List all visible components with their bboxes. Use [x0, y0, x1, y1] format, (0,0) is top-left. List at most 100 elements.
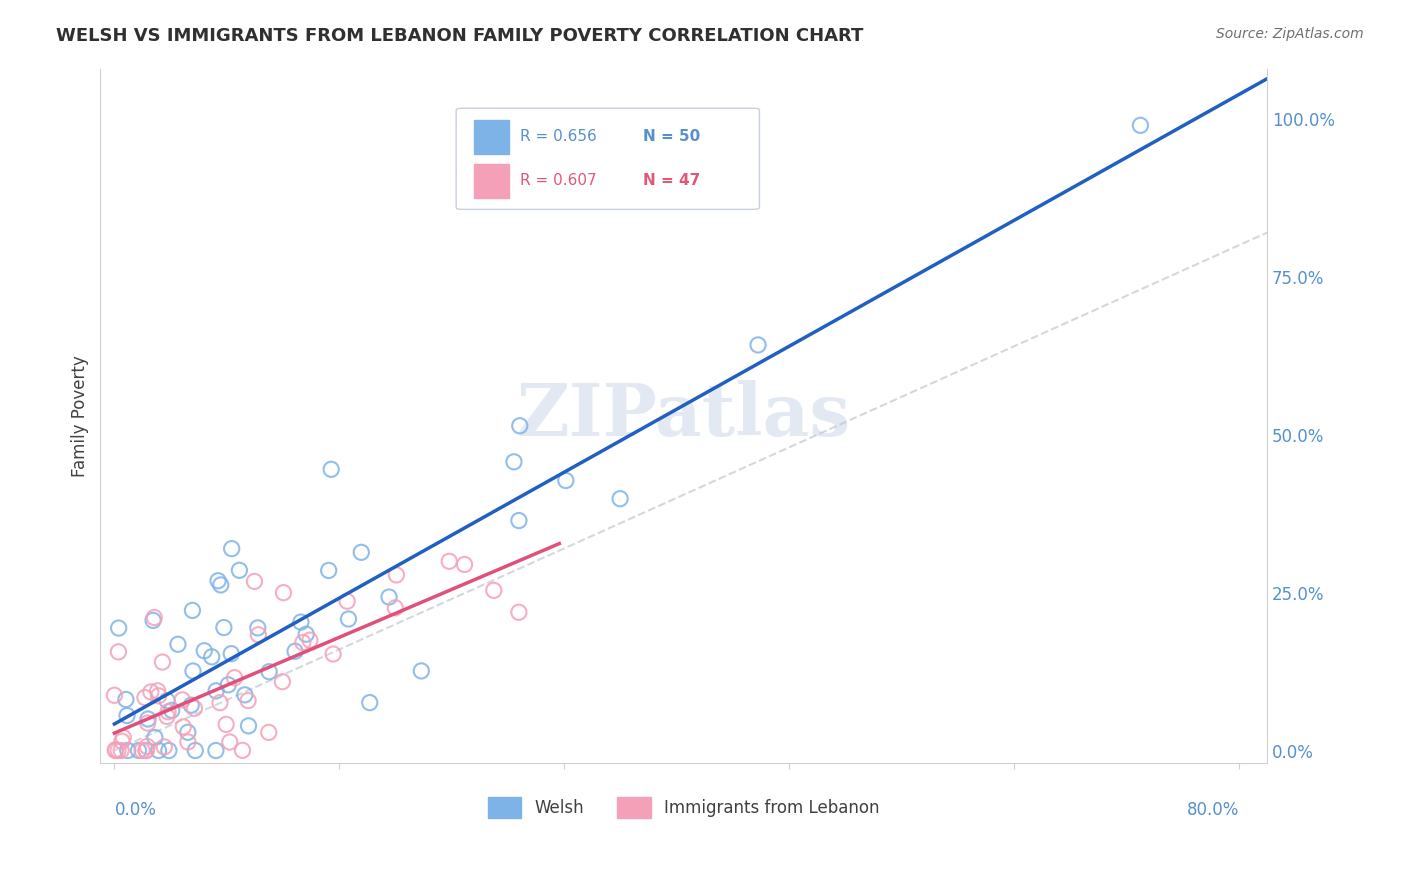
Point — [136, 716, 159, 731]
Point — [257, 725, 280, 739]
Point — [143, 610, 166, 624]
Point — [167, 637, 190, 651]
Point — [160, 703, 183, 717]
Point — [212, 621, 235, 635]
Point — [224, 671, 246, 685]
Point — [231, 743, 253, 757]
Point — [111, 734, 134, 748]
Point — [321, 462, 343, 476]
Text: WELSH VS IMMIGRANTS FROM LEBANON FAMILY POVERTY CORRELATION CHART: WELSH VS IMMIGRANTS FROM LEBANON FAMILY … — [56, 27, 863, 45]
Point — [298, 633, 321, 648]
Point — [107, 645, 129, 659]
Point — [181, 603, 204, 617]
Point — [217, 678, 239, 692]
Point — [104, 743, 127, 757]
Point — [110, 743, 132, 757]
Point — [103, 688, 125, 702]
Point — [243, 574, 266, 589]
Point — [136, 739, 159, 754]
Point — [134, 690, 156, 705]
Point — [378, 590, 401, 604]
Point — [148, 743, 170, 757]
Point — [135, 743, 157, 757]
Point — [205, 743, 228, 757]
Point — [136, 712, 159, 726]
Point — [205, 683, 228, 698]
Point — [156, 694, 179, 708]
Point — [747, 338, 769, 352]
Point — [183, 701, 205, 715]
Point — [385, 568, 408, 582]
Point — [180, 698, 202, 713]
Point — [139, 685, 162, 699]
Point — [201, 649, 224, 664]
Text: Source: ZipAtlas.com: Source: ZipAtlas.com — [1216, 27, 1364, 41]
Point — [152, 655, 174, 669]
Point — [508, 514, 530, 528]
Point — [322, 647, 344, 661]
Point — [112, 731, 135, 745]
Point — [157, 705, 180, 719]
Point — [143, 731, 166, 745]
Point — [228, 563, 250, 577]
Point — [131, 743, 153, 757]
Point — [128, 743, 150, 757]
Point — [184, 743, 207, 757]
Point — [142, 613, 165, 627]
Point — [104, 743, 127, 757]
Point — [157, 743, 180, 757]
Point — [337, 612, 360, 626]
Point — [148, 689, 170, 703]
Point — [193, 644, 215, 658]
Point — [236, 693, 259, 707]
Text: 0.0%: 0.0% — [114, 801, 156, 820]
Point — [153, 739, 176, 754]
Point — [350, 545, 373, 559]
Point — [508, 605, 530, 619]
Point — [246, 621, 269, 635]
Point — [172, 720, 194, 734]
Point — [172, 693, 194, 707]
Point — [503, 455, 526, 469]
Point — [115, 708, 138, 723]
Point — [107, 621, 129, 635]
Point — [384, 600, 406, 615]
Point — [439, 554, 461, 568]
Point — [156, 709, 179, 723]
Point — [257, 665, 280, 679]
Point — [554, 474, 576, 488]
Point — [295, 627, 318, 641]
Point — [146, 683, 169, 698]
Point — [181, 664, 204, 678]
Point — [219, 647, 242, 661]
Point — [238, 719, 260, 733]
Point — [271, 674, 294, 689]
Y-axis label: Family Poverty: Family Poverty — [72, 355, 89, 476]
Point — [336, 594, 359, 608]
Point — [509, 418, 531, 433]
Point — [215, 717, 238, 731]
Point — [218, 735, 240, 749]
Point — [209, 578, 232, 592]
Point — [609, 491, 631, 506]
Point — [207, 574, 229, 588]
Point — [273, 585, 295, 599]
Point — [177, 735, 200, 749]
Point — [221, 541, 243, 556]
Point — [1129, 119, 1152, 133]
Text: ZIPatlas: ZIPatlas — [516, 380, 851, 451]
Point — [359, 696, 381, 710]
Point — [453, 558, 475, 572]
Point — [115, 692, 138, 706]
Point — [482, 583, 505, 598]
Point — [291, 635, 314, 649]
Text: 80.0%: 80.0% — [1187, 801, 1239, 820]
Point — [135, 743, 157, 757]
Point — [318, 564, 340, 578]
Point — [411, 664, 433, 678]
Point — [107, 743, 129, 757]
Point — [117, 743, 139, 757]
Point — [290, 615, 312, 629]
Point — [208, 696, 231, 710]
Point — [284, 644, 307, 658]
